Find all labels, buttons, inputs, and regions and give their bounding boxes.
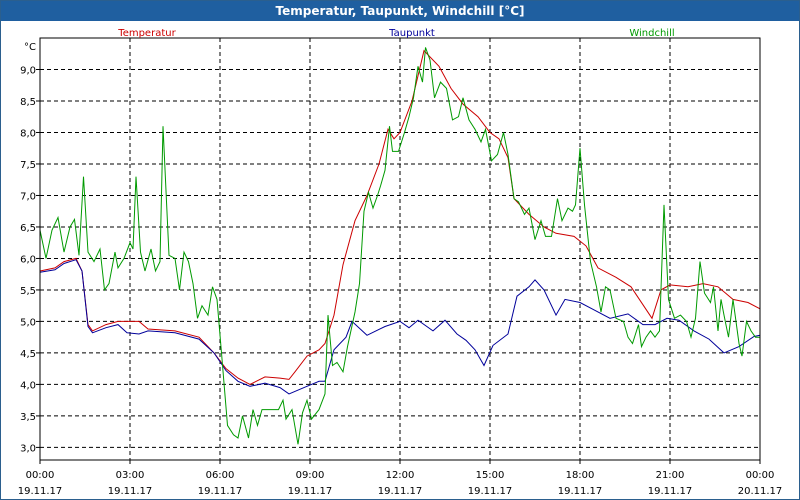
x-tick-label-time: 03:00 <box>116 470 145 481</box>
x-tick-label-time: 00:00 <box>26 470 55 481</box>
x-tick-label-date: 19.11.17 <box>288 486 333 497</box>
legend-item-temperatur: Temperatur <box>117 28 176 39</box>
y-tick-label: 5,0 <box>20 317 36 328</box>
series-lines <box>39 47 761 445</box>
y-tick-label: 4,0 <box>20 380 36 391</box>
x-tick-label-time: 06:00 <box>206 470 235 481</box>
series-line-taupunkt <box>39 259 761 395</box>
x-tick-label-time: 21:00 <box>656 470 685 481</box>
x-tick-label-date: 19.11.17 <box>558 486 603 497</box>
plot-area-border <box>39 37 761 461</box>
y-tick-label: 6,5 <box>20 223 36 234</box>
x-tick-label-date: 20.11.17 <box>738 486 783 497</box>
x-tick-label-date: 19.11.17 <box>378 486 423 497</box>
y-tick-label: 7,5 <box>20 160 36 171</box>
legend-item-windchill: Windchill <box>629 28 674 39</box>
legend: Temperatur Taupunkt Windchill <box>117 28 674 39</box>
series-line-temperatur <box>39 49 761 385</box>
y-tick-label: 8,5 <box>20 97 36 108</box>
axes: 3,0 3,5 4,0 4,5 5,0 5,5 6,0 6,5 7,0 7,5 8,0 8,5 9,0 0… <box>18 37 783 497</box>
x-tick-label-date: 19.11.17 <box>108 486 153 497</box>
y-tick-label: 9,0 <box>20 65 36 76</box>
x-tick-label-date: 19.11.17 <box>468 486 513 497</box>
y-tick-label: 8,0 <box>20 128 36 139</box>
y-tick-label: 7,0 <box>20 191 36 202</box>
x-tick-label-time: 18:00 <box>566 470 595 481</box>
x-tick-label-time: 00:00 <box>746 470 775 481</box>
series-line-windchill <box>39 47 760 445</box>
legend-item-taupunkt: Taupunkt <box>388 28 435 39</box>
y-tick-label: 5,5 <box>20 286 36 297</box>
y-tick-label: 6,0 <box>20 254 36 265</box>
y-axis-unit: °C <box>24 42 36 53</box>
x-tick-label-date: 19.11.17 <box>648 486 693 497</box>
y-tick-label: 3,0 <box>20 443 36 454</box>
x-tick-label-time: 09:00 <box>296 470 325 481</box>
x-tick-label-date: 19.11.17 <box>18 486 63 497</box>
y-tick-label: 4,5 <box>20 349 36 360</box>
x-tick-label-time: 12:00 <box>386 470 415 481</box>
chart-title: Temperatur, Taupunkt, Windchill [°C] <box>1 1 799 21</box>
x-tick-label-date: 19.11.17 <box>198 486 243 497</box>
y-tick-label: 3,5 <box>20 412 36 423</box>
grid-lines <box>40 38 760 460</box>
x-tick-label-time: 15:00 <box>476 470 505 481</box>
